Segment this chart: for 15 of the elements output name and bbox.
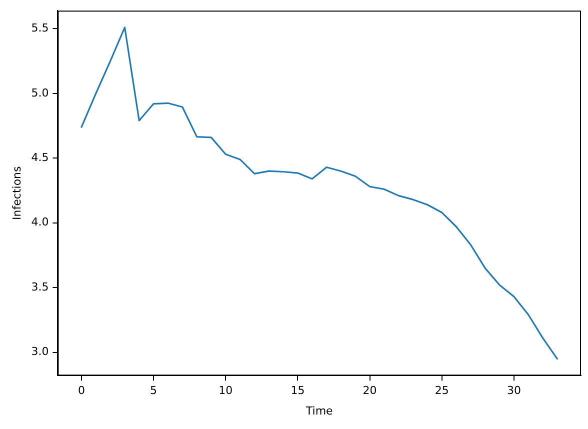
x-axis-title: Time [304, 404, 334, 418]
x-tick-label: 10 [218, 384, 233, 398]
y-tick-label: 4.5 [31, 151, 49, 164]
x-tick-label: 5 [150, 384, 158, 398]
x-tick-label: 30 [506, 384, 521, 398]
y-tick-label: 4.0 [31, 216, 49, 229]
y-tick-label: 3.5 [31, 280, 49, 294]
y-tick-label: 5.5 [31, 22, 49, 35]
y-tick-label: 5.0 [31, 86, 49, 100]
x-tick-label: 20 [362, 384, 377, 398]
x-tick-label: 0 [78, 384, 85, 398]
x-tick-label: 25 [434, 384, 449, 398]
y-tick-label: 3.0 [31, 345, 49, 358]
y-axis-title: Infections [10, 166, 24, 220]
x-tick-label: 15 [290, 384, 305, 398]
